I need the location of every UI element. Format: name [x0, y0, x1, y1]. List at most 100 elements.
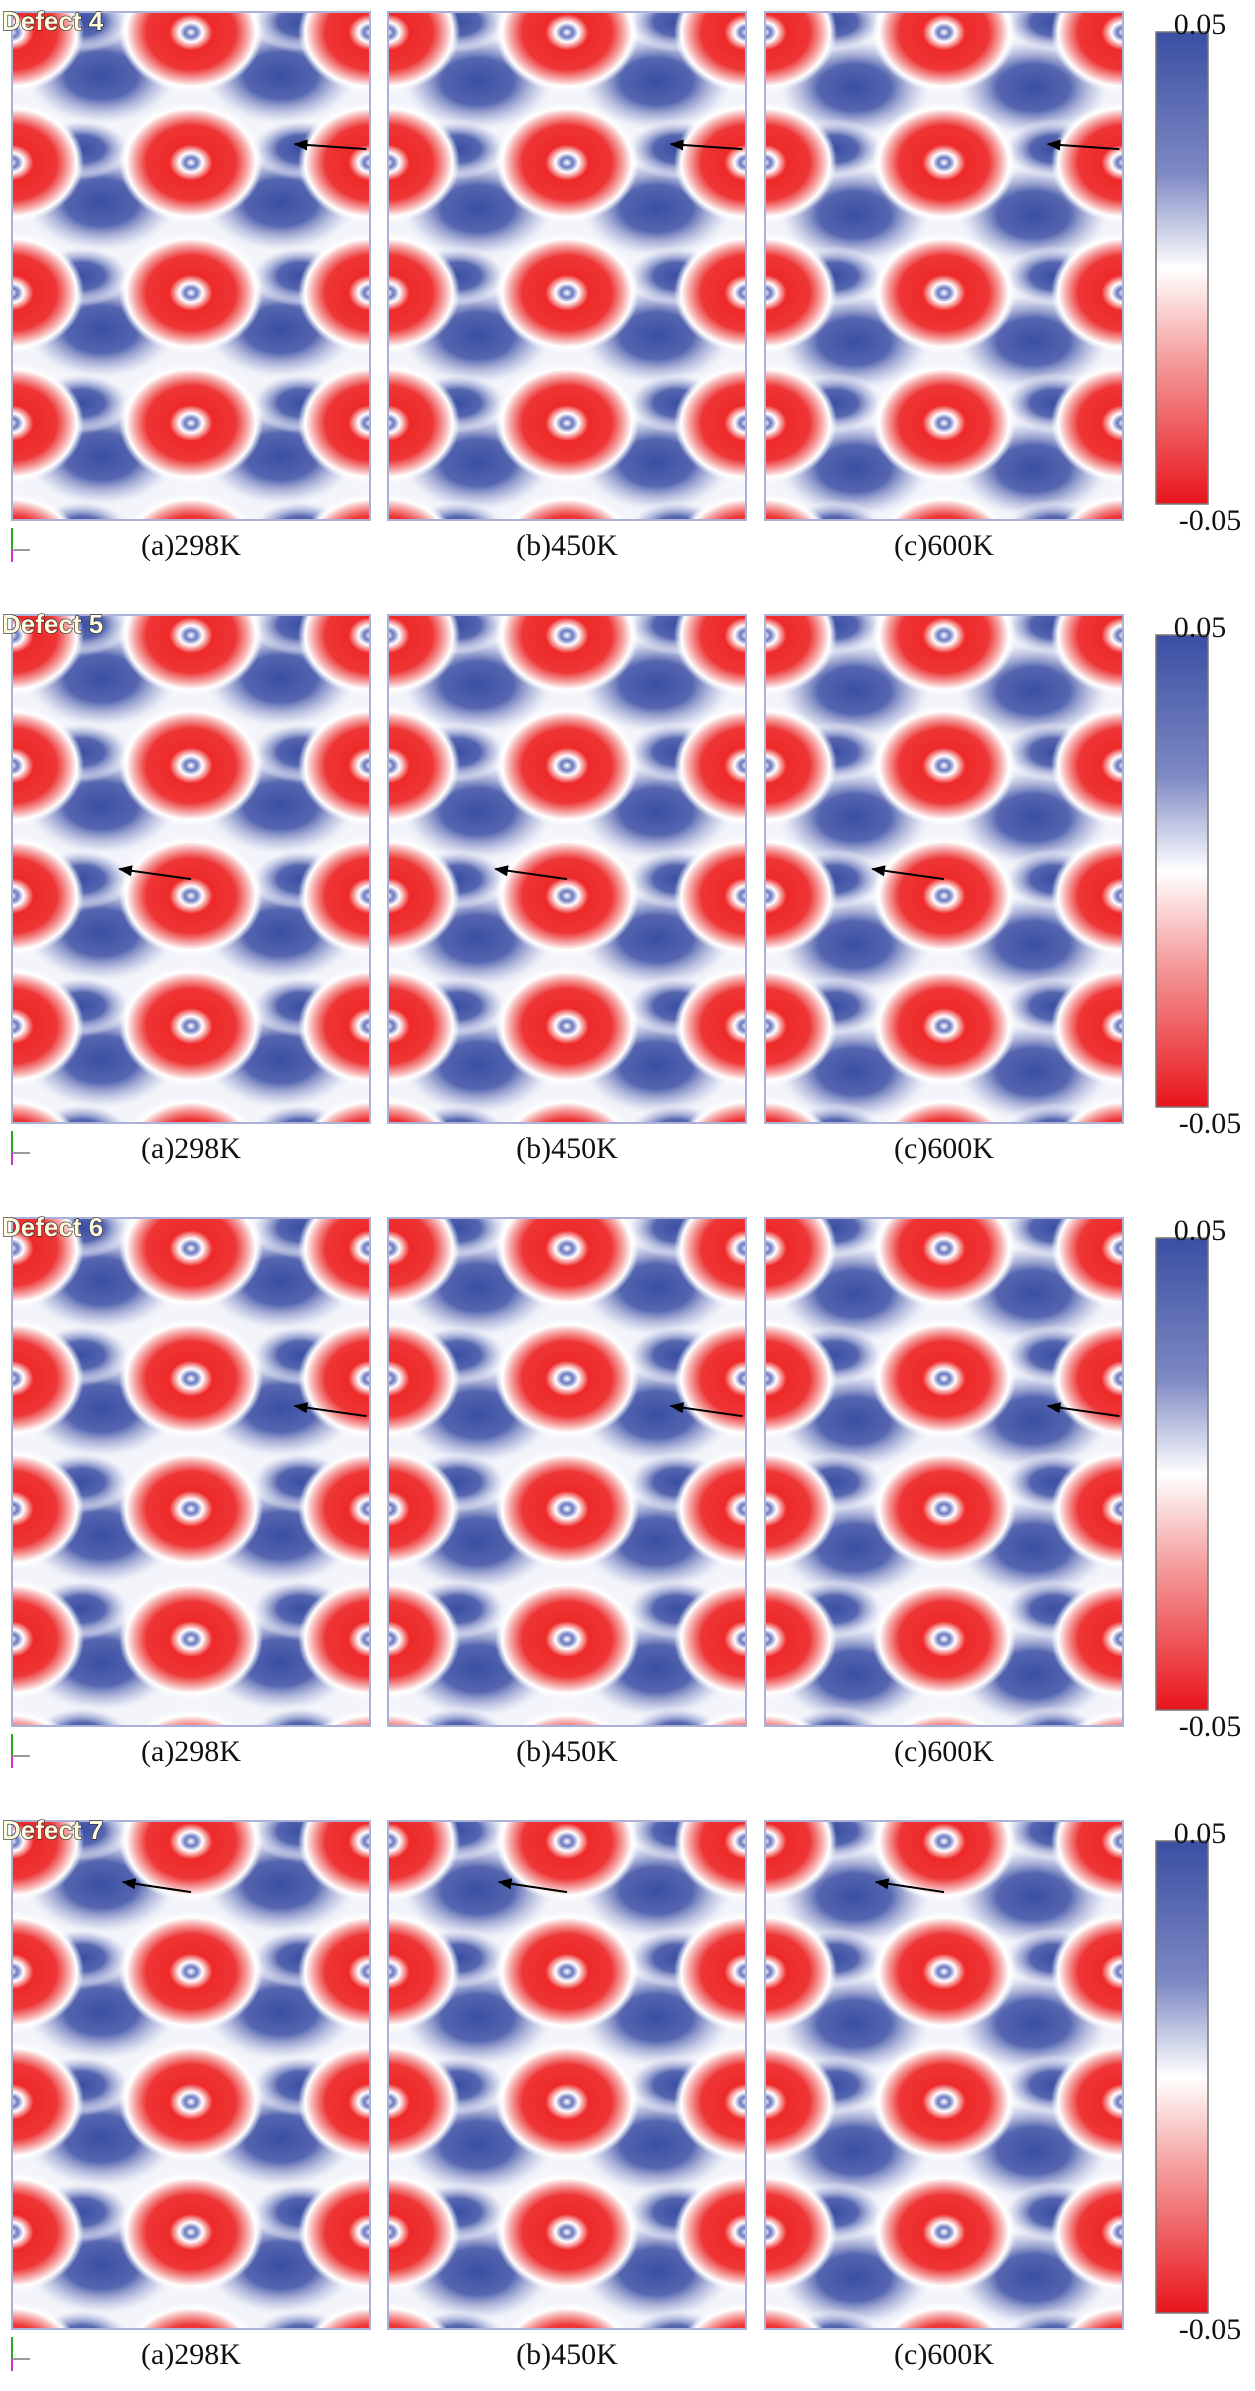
red-ring: [388, 1709, 438, 1726]
red-ring: [388, 966, 460, 1087]
panel-frame: [387, 11, 747, 521]
red-ring: [119, 2041, 263, 2162]
red-ring: [298, 12, 370, 93]
blob: [1022, 615, 1045, 616]
red-ring: [119, 1911, 263, 2032]
red-ring: [119, 232, 263, 353]
panel-label: (a)298K: [141, 1735, 241, 1768]
blob: [410, 1706, 506, 1726]
red-ring: [12, 615, 84, 696]
red-ring: [388, 835, 460, 956]
blob: [1005, 1706, 1101, 1726]
red-ring: [674, 102, 746, 223]
density-panel: [765, 12, 1123, 520]
red-ring: [765, 102, 837, 223]
blob: [843, 1821, 866, 1822]
red-ring: [1051, 1911, 1123, 2032]
panel-frame: [387, 1217, 747, 1727]
red-ring: [765, 1448, 837, 1569]
panel-label: (b)450K: [516, 1735, 618, 1768]
red-ring: [1051, 615, 1123, 696]
colorbar: [1155, 1840, 1209, 2314]
red-ring: [765, 2172, 837, 2293]
red-ring: [872, 1821, 1016, 1902]
red-ring: [765, 835, 837, 956]
red-ring: [388, 363, 460, 484]
panel-label: (c)600K: [894, 1132, 994, 1165]
red-ring: [298, 363, 370, 484]
red-ring: [1051, 705, 1123, 826]
arrow: [874, 1878, 945, 1894]
red-ring: [872, 835, 1016, 956]
red-ring: [12, 705, 84, 826]
red-ring: [298, 1579, 370, 1700]
red-ring: [1051, 12, 1123, 93]
blob: [843, 615, 866, 616]
blob: [843, 12, 866, 13]
red-ring: [12, 232, 84, 353]
red-ring: [686, 493, 746, 520]
red-ring: [388, 1218, 460, 1309]
colorbar-max: 0.05: [1174, 1817, 1227, 1850]
red-ring: [298, 1821, 370, 1902]
density-panel: [388, 1218, 746, 1726]
red-ring: [298, 2041, 370, 2162]
colorbar-min: -0.05: [1179, 504, 1242, 537]
red-ring: [765, 615, 837, 696]
blob: [1022, 1821, 1045, 1822]
red-ring: [298, 102, 370, 223]
red-ring: [495, 835, 639, 956]
red-ring: [298, 705, 370, 826]
red-ring: [12, 2302, 72, 2329]
panel-label: (c)600K: [894, 529, 994, 562]
red-ring: [872, 12, 1016, 93]
red-ring: [674, 615, 746, 696]
red-ring: [12, 2172, 84, 2293]
panel-frame: [764, 1820, 1124, 2330]
blob: [1022, 12, 1045, 13]
panel-frame: [11, 11, 371, 521]
red-ring: [495, 705, 639, 826]
red-ring: [1051, 363, 1123, 484]
red-ring: [765, 2302, 825, 2329]
blob: [201, 0, 361, 1]
arrow: [669, 1402, 743, 1418]
red-ring: [495, 966, 639, 1087]
red-ring: [119, 102, 263, 223]
red-ring: [388, 1096, 448, 1123]
red-ring: [872, 1911, 1016, 2032]
red-ring: [388, 232, 460, 353]
red-ring: [674, 966, 746, 1087]
red-ring: [674, 835, 746, 956]
blob: [252, 1706, 348, 1726]
red-ring: [388, 705, 460, 826]
panel-label: (b)450K: [516, 529, 618, 562]
blob: [787, 1706, 883, 1726]
red-ring: [310, 493, 370, 520]
blob: [843, 1218, 866, 1219]
red-ring: [765, 966, 837, 1087]
red-ring: [765, 363, 837, 484]
red-ring: [674, 1911, 746, 2032]
red-ring: [884, 2302, 1004, 2329]
colorbar-min: -0.05: [1179, 1107, 1242, 1140]
red-ring: [1051, 102, 1123, 223]
red-ring: [119, 1448, 263, 1569]
red-ring: [1063, 1096, 1123, 1123]
panel-frame: [11, 1217, 371, 1727]
arrow: [121, 1878, 192, 1894]
blob: [1022, 1218, 1045, 1219]
red-ring: [298, 2172, 370, 2293]
red-ring: [495, 102, 639, 223]
panel-frame: [764, 1217, 1124, 1727]
arrow: [494, 865, 568, 881]
panel-frame: [764, 11, 1124, 521]
red-ring: [765, 12, 837, 93]
red-ring: [12, 102, 84, 223]
red-ring: [298, 966, 370, 1087]
density-panel: [12, 0, 370, 520]
row-title: Defect 5: [2, 609, 103, 639]
red-ring: [495, 2041, 639, 2162]
red-ring: [12, 1096, 72, 1123]
